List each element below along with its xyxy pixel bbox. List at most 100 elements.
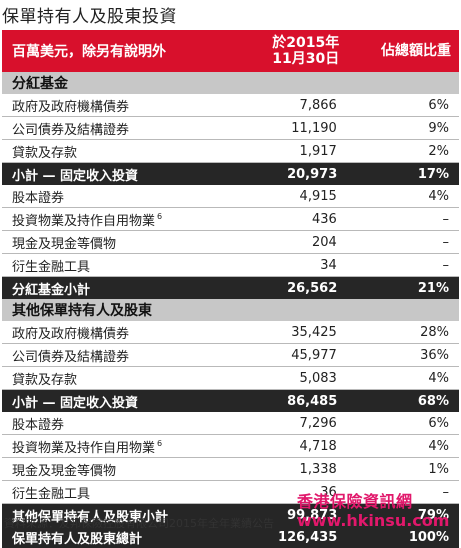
table-row: 投資物業及持作自用物業 6 4,718 4%	[2, 434, 459, 458]
row-label: 政府及政府機構債券	[2, 94, 234, 117]
row-label-text: 股本證券	[12, 417, 65, 433]
row-label: 衍生金融工具	[2, 480, 234, 504]
row-amount: 36	[232, 480, 348, 504]
row-amount: 5,083	[232, 366, 348, 390]
row-pct: –	[346, 207, 459, 231]
subtotal-row: 小計 — 固定收入投資 20,973 17%	[2, 162, 459, 185]
row-label: 衍生金融工具	[2, 253, 234, 277]
row-label-text: 小計 — 固定收入投資	[12, 395, 139, 411]
row-amount: 204	[232, 230, 348, 254]
table-row: 公司債券及結構證券 11,190 9%	[2, 116, 459, 140]
table-row: 現金及現金等價物 1,338 1%	[2, 457, 459, 481]
row-pct: –	[346, 230, 459, 254]
footnote-marker: 6	[157, 439, 163, 449]
table-row: 貸款及存款 1,917 2%	[2, 139, 459, 163]
table-row: 公司債券及結構證券 45,977 36%	[2, 343, 459, 367]
row-label-text: 貸款及存款	[12, 372, 78, 388]
row-label: 股本證券	[2, 185, 234, 208]
row-amount: 20,973	[233, 162, 348, 185]
row-amount: 7,296	[232, 412, 348, 435]
table-row: 衍生金融工具 34–	[2, 253, 459, 277]
subtotal-row: 其他保單持有人及股東小計 99,873 79%	[2, 503, 459, 526]
watermark-title: 香港保險資訊網	[297, 492, 413, 511]
footnote-marker: 6	[157, 212, 163, 222]
row-pct: 4%	[346, 366, 459, 390]
row-pct: 9%	[346, 116, 459, 140]
row-label: 政府及政府機構債券	[2, 321, 234, 344]
row-amount: 26,562	[233, 276, 348, 299]
row-pct: 1%	[346, 457, 459, 481]
row-pct: 6%	[346, 412, 459, 435]
row-label: 其他保單持有人及股東小計	[2, 503, 234, 526]
row-label-text: 公司債券及結構證券	[12, 349, 130, 365]
row-label-text: 衍生金融工具	[12, 486, 91, 502]
row-label-text: 投資物業及持作自用物業	[12, 213, 156, 229]
table-row: 政府及政府機構債券 35,425 28%	[2, 321, 459, 344]
row-label: 分紅基金小計	[2, 276, 234, 299]
row-pct: 36%	[346, 343, 459, 367]
row-label: 投資物業及持作自用物業 6	[2, 207, 234, 231]
section-header-row: 其他保單持有人及股東	[2, 299, 459, 321]
row-amount: 4,718	[232, 434, 348, 458]
row-pct: 17%	[347, 162, 459, 185]
source-note: 資料來源：友邦保險控股有限公司2015年全年業績公告	[4, 517, 274, 530]
row-amount: 86,485	[233, 389, 348, 412]
row-label-text: 分紅基金小計	[12, 282, 91, 298]
section-title: 其他保單持有人及股東	[2, 299, 459, 321]
row-pct: 28%	[346, 321, 459, 344]
row-amount: 1,917	[232, 139, 348, 163]
row-label-text: 小計 — 固定收入投資	[12, 168, 139, 184]
row-amount: 35,425	[232, 321, 348, 344]
row-amount: 1,338	[232, 457, 348, 481]
row-amount: 34	[232, 253, 348, 277]
section-title: 分紅基金	[2, 72, 459, 94]
header-amount-line2: 11月30日	[272, 51, 340, 67]
table-row: 股本證券 7,296 6%	[2, 412, 459, 435]
row-pct: 68%	[347, 389, 459, 412]
row-label: 現金及現金等價物	[2, 457, 234, 481]
row-label-text: 衍生金融工具	[12, 259, 91, 275]
row-pct: –	[346, 480, 459, 504]
header-pct: 佔總額比重	[347, 30, 459, 72]
table-row: 政府及政府機構債券 7,866 6%	[2, 94, 459, 117]
row-pct: 6%	[346, 94, 459, 117]
section-header-row: 分紅基金	[2, 72, 459, 94]
watermark-url: www.hkinsu.com	[297, 511, 450, 530]
row-label: 公司債券及結構證券	[2, 343, 234, 367]
row-label-text: 現金及現金等價物	[12, 463, 117, 479]
subtotal-row: 分紅基金小計 26,562 21%	[2, 276, 459, 299]
row-label: 股本證券	[2, 412, 234, 435]
row-label-text: 政府及政府機構債券	[12, 99, 130, 115]
table-row: 投資物業及持作自用物業 6 436–	[2, 207, 459, 231]
row-label: 貸款及存款	[2, 139, 234, 163]
header-label: 百萬美元，除另有說明外	[2, 30, 234, 72]
row-pct: 4%	[346, 434, 459, 458]
row-pct: 2%	[346, 139, 459, 163]
row-label-text: 投資物業及持作自用物業	[12, 440, 156, 456]
row-label: 投資物業及持作自用物業 6	[2, 434, 234, 458]
row-pct: 79%	[347, 503, 459, 526]
row-label: 現金及現金等價物	[2, 230, 234, 254]
row-label-text: 公司債券及結構證券	[12, 122, 130, 138]
page-title: 保單持有人及股東投資	[2, 7, 177, 27]
row-label-text: 股本證券	[12, 190, 65, 206]
row-pct: 21%	[347, 276, 459, 299]
row-label: 貸款及存款	[2, 366, 234, 390]
table-row: 衍生金融工具 36–	[2, 480, 459, 504]
table-row: 股本證券 4,915 4%	[2, 185, 459, 208]
row-amount: 99,873	[233, 503, 348, 526]
watermark: 香港保險資訊網 www.hkinsu.com	[297, 492, 449, 530]
row-label-text: 現金及現金等價物	[12, 236, 117, 252]
header-amount: 於2015年 11月30日	[233, 30, 348, 72]
row-amount: 7,866	[232, 94, 348, 117]
row-label-text: 其他保單持有人及股東小計	[12, 509, 169, 525]
row-pct: –	[346, 253, 459, 277]
row-amount: 436	[232, 207, 348, 231]
row-amount: 11,190	[232, 116, 348, 140]
subtotal-row: 小計 — 固定收入投資 86,485 68%	[2, 389, 459, 412]
row-label: 公司債券及結構證券	[2, 116, 234, 140]
investment-table: 百萬美元，除另有說明外 於2015年 11月30日 佔總額比重 分紅基金 政府及政…	[2, 30, 459, 548]
row-pct: 4%	[346, 185, 459, 208]
row-label: 小計 — 固定收入投資	[2, 162, 234, 185]
row-label-text: 政府及政府機構債券	[12, 326, 130, 342]
